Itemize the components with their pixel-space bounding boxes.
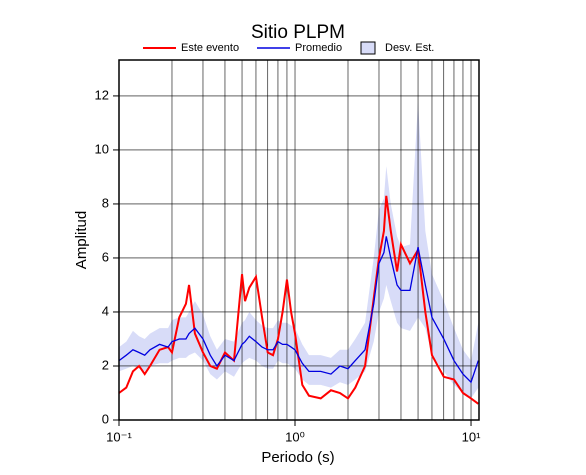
legend-swatch <box>360 41 376 55</box>
x-tick-label: 10⁰ <box>285 429 305 444</box>
legend-label: Este evento <box>181 42 239 54</box>
y-tick-label: 10 <box>95 141 109 156</box>
y-tick-label: 8 <box>102 195 109 210</box>
chart-title: Sitio PLPM <box>251 22 345 43</box>
y-tick-label: 6 <box>102 249 109 264</box>
y-tick-label: 12 <box>95 87 109 102</box>
y-tick-label: 2 <box>102 357 109 372</box>
x-axis-label: Periodo (s) <box>261 449 334 466</box>
series-line <box>118 195 479 405</box>
series-line <box>118 236 479 384</box>
y-axis-label: Amplitud <box>73 211 90 269</box>
y-tick-label: 4 <box>102 303 109 318</box>
plot-frame <box>118 59 480 421</box>
x-tick-label: 10⁻¹ <box>106 429 132 444</box>
x-tick-label: 10¹ <box>462 429 481 444</box>
legend-label: Promedio <box>295 42 342 54</box>
std-band <box>119 101 479 399</box>
legend-label: Desv. Est. <box>385 42 434 54</box>
y-tick-label: 0 <box>102 411 109 426</box>
